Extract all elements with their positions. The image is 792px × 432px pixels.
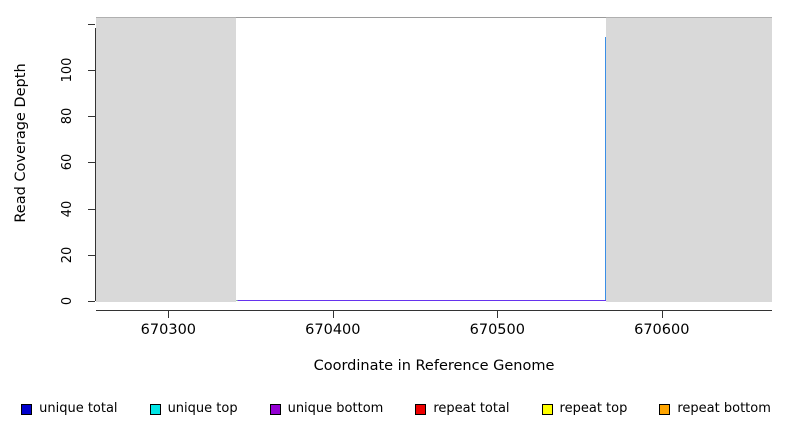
y-tick-mark [88, 301, 95, 302]
plot-area [96, 17, 772, 302]
legend-swatch-icon [21, 403, 33, 415]
x-axis-title: Coordinate in Reference Genome [313, 358, 555, 374]
y-axis-line [95, 28, 96, 301]
x-axis-line [96, 310, 772, 311]
legend-item[interactable]: unique total [21, 401, 118, 416]
y-tick-mark [88, 23, 95, 25]
y-tick-label: 60 [60, 154, 75, 171]
y-axis-title-wrapper: Read Coverage Depth [10, 20, 32, 310]
y-tick-label: 20 [60, 246, 75, 264]
legend-swatch-icon [415, 403, 427, 415]
legend-swatch-icon [149, 403, 161, 415]
shaded-region [96, 17, 236, 302]
legend-swatch-icon [659, 403, 671, 415]
x-tick-mark [332, 311, 334, 318]
legend-item[interactable]: unique top [149, 401, 238, 416]
y-tick-mark [88, 208, 95, 210]
legend-item[interactable]: repeat total [415, 401, 510, 416]
legend-swatch-icon [541, 403, 553, 415]
x-tick-mark [497, 311, 499, 318]
y-tick-label: 40 [60, 200, 75, 217]
y-tick-label-wrapper: 100 [54, 58, 82, 83]
legend-label: unique bottom [287, 401, 384, 416]
y-tick-label-wrapper: 80 [54, 108, 82, 125]
y-tick-mark [88, 254, 95, 256]
legend-label: repeat top [559, 401, 628, 416]
x-tick-mark [168, 311, 170, 318]
x-tick-label: 670300 [140, 322, 197, 338]
y-tick-mark [88, 116, 95, 118]
legend-label: unique total [39, 401, 118, 416]
legend-item[interactable]: unique bottom [269, 401, 384, 416]
y-tick-label: 0 [60, 296, 75, 306]
legend-label: repeat bottom [677, 401, 771, 416]
y-tick-mark [88, 162, 95, 164]
legend-item[interactable]: repeat top [541, 401, 628, 416]
y-tick-label: 80 [60, 108, 75, 125]
x-tick-label: 670400 [305, 322, 361, 338]
y-tick-label: 100 [60, 57, 75, 83]
x-tick-label: 670500 [469, 322, 525, 338]
x-tick-label: 670600 [634, 322, 690, 338]
legend-swatch-icon [269, 403, 281, 415]
y-tick-label-wrapper: 60 [54, 154, 82, 171]
plot-top-border [96, 17, 772, 18]
y-tick-label-wrapper: 40 [54, 200, 82, 217]
legend-label: unique top [167, 401, 238, 416]
x-tick-mark [661, 311, 663, 318]
y-tick-label-wrapper: 20 [54, 247, 82, 264]
legend-label: repeat total [433, 401, 510, 416]
legend-item[interactable]: repeat bottom [659, 402, 771, 416]
chart-legend: unique total unique top unique bottom repea… [0, 398, 792, 420]
y-tick-mark [88, 70, 95, 72]
y-axis-title: Read Coverage Depth [13, 63, 29, 223]
y-tick-label-wrapper: 0 [54, 294, 82, 308]
shaded-region [605, 17, 772, 302]
